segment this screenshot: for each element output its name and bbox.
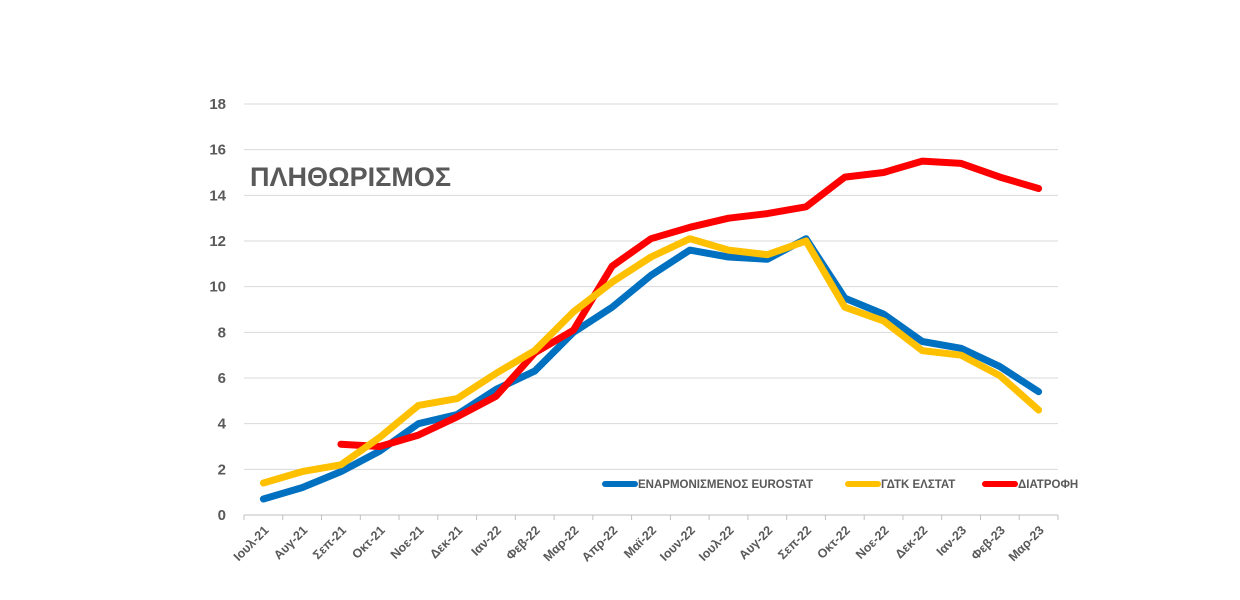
y-tick-label: 8 — [218, 324, 226, 341]
x-tick-label: Ιουν-22 — [657, 523, 698, 564]
y-tick-label: 14 — [209, 187, 226, 204]
x-tick-label: Ιαν-22 — [469, 523, 505, 559]
y-tick-label: 12 — [209, 233, 226, 250]
legend-label-eurostat: ΕΝΑΡΜΟΝΙΣΜΕΝΟΣ EUROSTAT — [638, 479, 813, 491]
series-line-diatrofi — [337, 157, 1043, 450]
x-tick-label: Ιουλ-21 — [231, 523, 272, 564]
x-tick-label: Μαρ-22 — [541, 523, 582, 564]
x-tick-label: Δεκ-21 — [427, 523, 465, 561]
x-tick-label: Φεβ-22 — [503, 523, 543, 563]
y-tick-label: 6 — [218, 370, 226, 387]
y-tick-label: 2 — [218, 461, 226, 478]
legend-label-elstat: ΓΔΤΚ ΕΛΣΤΑΤ — [881, 479, 955, 491]
x-tick-label: Οκτ-22 — [815, 523, 853, 561]
y-tick-label: 16 — [209, 142, 226, 159]
y-tick-label: 0 — [218, 507, 226, 524]
x-tick-label: Απρ-22 — [579, 523, 620, 564]
x-tick-label: Μαϊ-22 — [621, 523, 659, 561]
x-tick-label: Σεπ-22 — [775, 523, 814, 562]
x-tick-label: Αυγ-22 — [736, 523, 775, 562]
legend: ΕΝΑΡΜΟΝΙΣΜΕΝΟΣ EUROSTAT ΓΔΤΚ ΕΛΣΤΑΤ ΔΙΑΤΡΟ… — [602, 479, 1078, 491]
x-tick-label: Νοε-22 — [853, 523, 892, 562]
x-tick-label: Μαρ-23 — [1006, 523, 1047, 564]
x-tick-label: Νοε-21 — [388, 523, 427, 562]
y-tick-label: 10 — [209, 279, 226, 296]
x-tick-label: Σεπ-21 — [310, 523, 349, 562]
series-line-eurostat — [259, 235, 1043, 503]
x-tick-label: Φεβ-23 — [968, 523, 1008, 563]
y-tick-label: 18 — [209, 96, 226, 113]
series-line-elstat — [259, 235, 1043, 487]
x-tick-label: Οκτ-21 — [349, 523, 387, 561]
series-lines — [259, 157, 1043, 503]
legend-label-diatrofi: ΔΙΑΤΡΟΦΗ — [1018, 479, 1078, 491]
x-tick-label: Αυγ-21 — [271, 523, 310, 562]
chart-title: ΠΛΗΘΩΡΙΣΜΟΣ — [250, 162, 451, 192]
y-tick-label: 4 — [218, 416, 227, 433]
x-tick-label: Δεκ-22 — [892, 523, 930, 561]
x-tick-label: Ιαν-23 — [934, 523, 970, 559]
x-tick-label: Ιουλ-22 — [696, 523, 737, 564]
